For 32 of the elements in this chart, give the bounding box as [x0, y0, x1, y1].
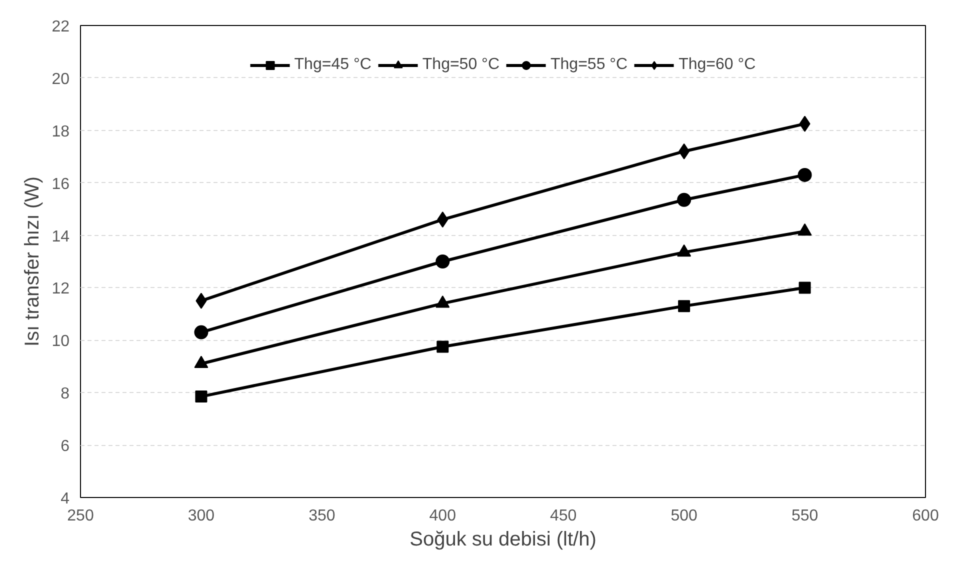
legend-label: Thg=45 °C [294, 56, 372, 74]
y-tick-label: 12 [52, 280, 70, 298]
y-tick-label: 8 [60, 386, 70, 403]
y-tick-label: 20 [52, 70, 70, 88]
point [195, 390, 208, 403]
legend-label: Thg=55 °C [550, 56, 628, 74]
point [677, 192, 692, 207]
point [798, 168, 812, 182]
x-tick-label: 450 [550, 508, 577, 524]
x-axis-title: Soğuk su debisi (lt/h) [410, 528, 596, 550]
x-tick-label: 300 [188, 508, 215, 524]
x-tick-label: 500 [670, 508, 698, 524]
x-tick-label: 600 [912, 508, 939, 524]
y-tick-label: 14 [52, 228, 70, 246]
point [678, 300, 690, 312]
point [436, 340, 449, 353]
point [194, 325, 208, 340]
y-tick-label: 10 [52, 333, 70, 350]
y-tick-label: 16 [52, 176, 70, 193]
y-tick-label: 4 [60, 490, 70, 508]
x-tick-label: 350 [308, 508, 336, 524]
y-tick-label: 18 [52, 123, 70, 140]
y-tick-label: 6 [60, 438, 70, 456]
point [798, 282, 811, 294]
legend-label: Thg=60 °C [678, 56, 756, 74]
point [436, 254, 450, 268]
y-tick-label: 22 [52, 18, 70, 36]
x-tick-label: 250 [67, 508, 94, 524]
x-tick-label: 550 [791, 508, 818, 524]
x-tick-label: 400 [429, 508, 456, 524]
legend-label: Thg=50 °C [422, 56, 500, 74]
y-axis-title: Isı transfer hızı (W) [22, 176, 44, 347]
